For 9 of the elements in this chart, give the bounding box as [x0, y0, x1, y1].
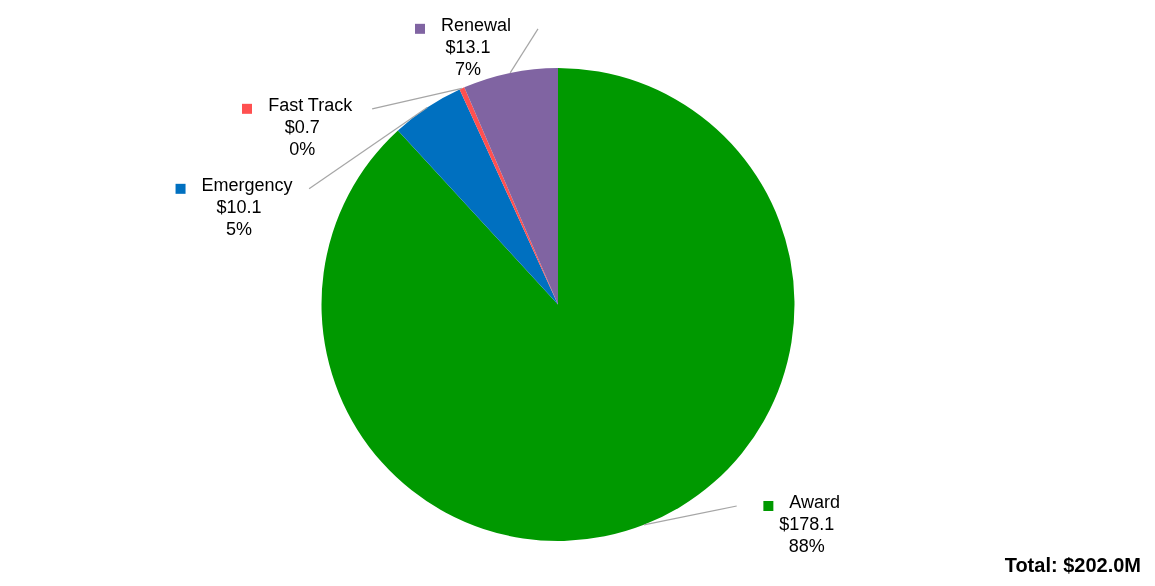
data-label: $178.1 88%: [779, 513, 835, 556]
legend-label: Award: [789, 491, 841, 512]
legend-label: Renewal: [440, 14, 512, 35]
text: Total: $202.0M: [1004, 553, 1141, 576]
legend-label: Emergency: [201, 174, 293, 195]
data-label: $0.7 0%: [284, 116, 320, 159]
data-label: $13.1 7%: [445, 36, 491, 79]
legend-label: Fast Track: [268, 94, 354, 115]
data-label: $10.1 5%: [216, 196, 262, 239]
